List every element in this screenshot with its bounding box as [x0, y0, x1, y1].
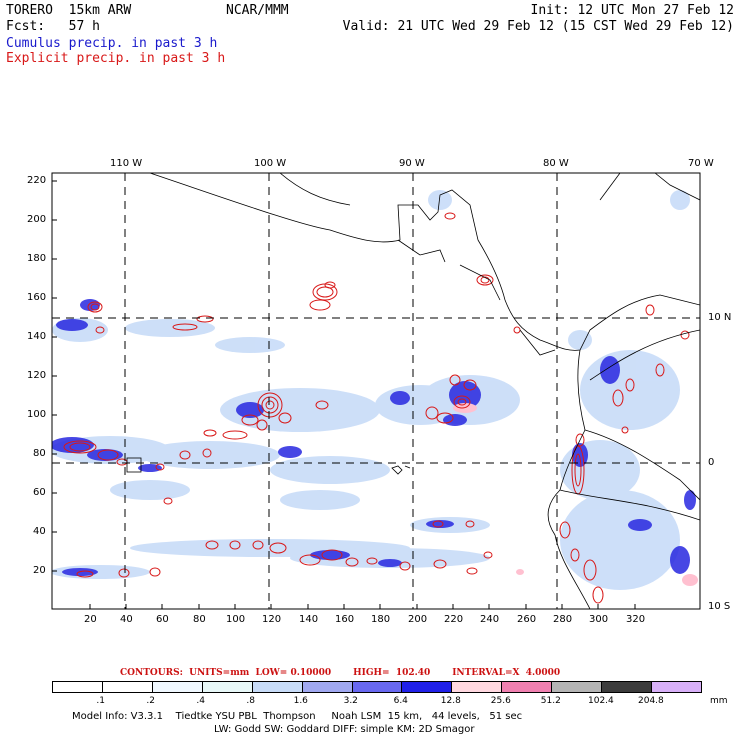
colorbar-swatch — [101, 682, 152, 692]
x-tick-label: 240 — [480, 614, 500, 625]
map-frame — [51, 172, 701, 610]
colorbar-swatch — [501, 682, 552, 692]
colorbar-tick-label: 204.8 — [638, 696, 664, 706]
colorbar-swatch — [301, 682, 352, 692]
colorbar-tick-label: 12.8 — [440, 696, 461, 706]
y-tick-label: 200 — [27, 214, 47, 225]
contours-info: CONTOURS: UNITS=mm LOW= 0.10000 HIGH= 10… — [120, 668, 561, 678]
colorbar-tick-label: 51.2 — [540, 696, 561, 706]
y-axis-ticks — [52, 180, 57, 572]
y-tick-label: 60 — [33, 487, 46, 498]
lon-label-70w: 70 W — [688, 158, 714, 169]
colorbar-swatch — [53, 682, 102, 692]
colorbar-tick-label: 102.4 — [588, 696, 614, 706]
colorbar-swatch — [451, 682, 502, 692]
x-tick-label: 80 — [193, 614, 206, 625]
colorbar-swatch — [351, 682, 402, 692]
precip-light-shading — [52, 190, 690, 590]
y-tick-label: 140 — [27, 331, 47, 342]
colorbar-tick-label: .8 — [246, 696, 255, 706]
x-tick-label: 220 — [444, 614, 464, 625]
lat-label-0: 0 — [708, 457, 715, 468]
x-tick-label: 120 — [262, 614, 282, 625]
explicit-precip-contours — [63, 212, 690, 604]
x-tick-label: 200 — [408, 614, 428, 625]
x-tick-label: 40 — [120, 614, 133, 625]
lon-label-90w: 90 W — [399, 158, 425, 169]
colorbar-tick-label: 3.2 — [343, 696, 358, 706]
colorbar-swatch — [251, 682, 302, 692]
forecast-hour: Fcst: 57 h — [6, 19, 100, 34]
colorbar-swatch — [651, 682, 701, 692]
model-info-line1: Model Info: V3.3.1 Tiedtke YSU PBL Thomp… — [72, 711, 523, 722]
x-tick-label: 320 — [626, 614, 646, 625]
x-axis-ticks — [89, 604, 636, 609]
colorbar-unit: mm — [710, 696, 728, 706]
x-tick-label: 160 — [335, 614, 355, 625]
colorbar-swatch — [551, 682, 602, 692]
y-tick-label: 220 — [27, 175, 47, 186]
lat-label-10n: 10 N — [708, 312, 732, 323]
x-tick-label: 140 — [299, 614, 319, 625]
colorbar-tick-label: 6.4 — [393, 696, 408, 706]
y-tick-label: 120 — [27, 370, 47, 381]
colorbar-swatch — [151, 682, 202, 692]
colorbar-tick-label: .1 — [96, 696, 105, 706]
x-tick-label: 280 — [553, 614, 573, 625]
colorbar-swatch — [201, 682, 252, 692]
y-tick-label: 160 — [27, 292, 47, 303]
y-tick-label: 40 — [33, 526, 46, 537]
lon-label-100w: 100 W — [254, 158, 287, 169]
colorbar-tick-label: 1.6 — [293, 696, 308, 706]
lon-label-80w: 80 W — [543, 158, 569, 169]
colorbar — [52, 681, 702, 693]
explicit-legend: Explicit precip. in past 3 h — [6, 51, 226, 66]
colorbar-tick-label: .2 — [146, 696, 155, 706]
colorbar-tick-label: .4 — [196, 696, 205, 706]
latlon-grid — [52, 173, 700, 609]
y-tick-label: 20 — [33, 565, 46, 576]
y-tick-label: 100 — [27, 409, 47, 420]
coastlines — [126, 173, 700, 609]
x-tick-label: 300 — [589, 614, 609, 625]
x-tick-label: 180 — [371, 614, 391, 625]
colorbar-labels: .1 .2 .4 .8 1.6 3.2 6.4 12.8 25.6 51.2 102.4 204.8 — [52, 696, 702, 708]
valid-time: Valid: 21 UTC Wed 29 Feb 12 (15 CST Wed … — [342, 19, 734, 34]
model-title: TORERO 15km ARW — [6, 3, 132, 18]
org-label: NCAR/MMM — [226, 3, 289, 18]
x-tick-label: 20 — [84, 614, 97, 625]
y-tick-label: 80 — [33, 448, 46, 459]
x-tick-label: 260 — [517, 614, 537, 625]
lon-label-110w: 110 W — [110, 158, 143, 169]
cumulus-legend: Cumulus precip. in past 3 h — [6, 36, 218, 51]
init-time: Init: 12 UTC Mon 27 Feb 12 — [530, 3, 735, 18]
colorbar-tick-label: 25.6 — [490, 696, 511, 706]
x-tick-label: 100 — [226, 614, 246, 625]
model-info-line2: LW: Godd SW: Goddard DIFF: simple KM: 2D… — [214, 724, 475, 735]
colorbar-swatch — [401, 682, 452, 692]
y-tick-label: 180 — [27, 253, 47, 264]
x-tick-label: 60 — [156, 614, 169, 625]
colorbar-swatch — [601, 682, 652, 692]
lat-label-10s: 10 S — [708, 601, 731, 612]
